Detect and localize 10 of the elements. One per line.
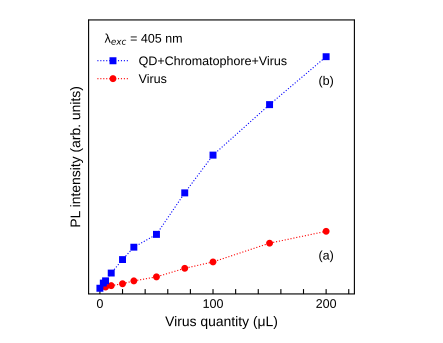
legend-label: Virus xyxy=(138,74,166,84)
x-tick-label: 100 xyxy=(204,299,223,308)
text: λ$_{exc}$ = 405 nm xyxy=(104,34,182,45)
x-tick-label: 200 xyxy=(316,299,336,308)
x-tick-label: 0 xyxy=(96,299,103,308)
x-axis-title: Virus quantity (μL) xyxy=(165,316,278,329)
legend-label: QD+Chromatophore+Virus xyxy=(139,56,287,68)
annotation: (b) xyxy=(319,76,333,88)
annotation: (a) xyxy=(319,250,333,262)
y-axis-title: PL intensity (arb. units) xyxy=(70,87,84,227)
